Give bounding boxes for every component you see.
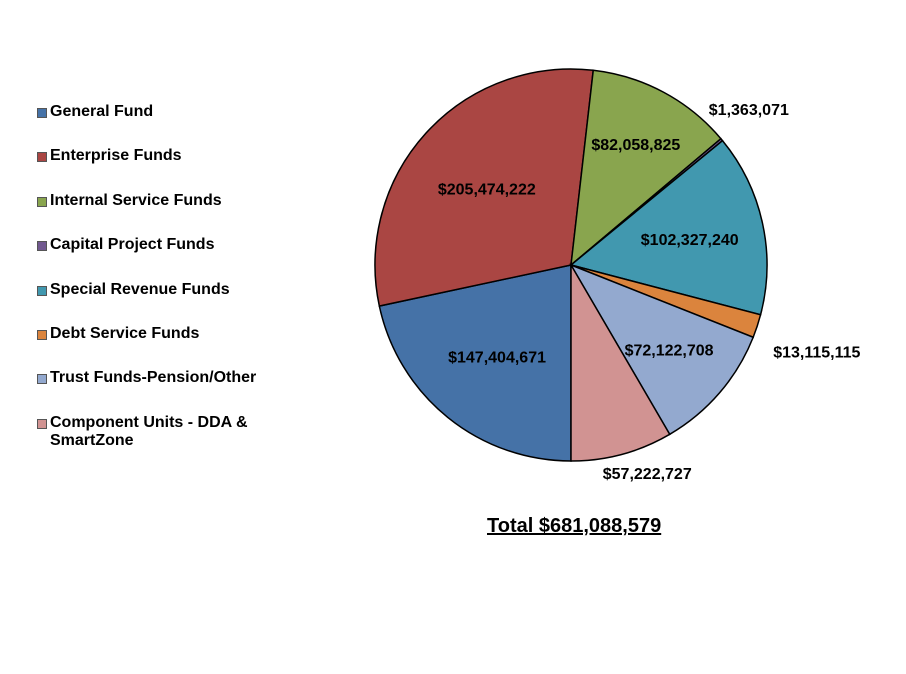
pie-slice-0: [378, 264, 572, 462]
pie-slice-6: [569, 263, 755, 436]
legend-item-enterprise-funds: Enterprise Funds: [37, 147, 297, 191]
legend-label: Component Units - DDA & SmartZone: [50, 413, 248, 449]
legend-swatch: [37, 329, 47, 340]
legend: General Fund Enterprise Funds Internal S…: [37, 103, 297, 458]
legend-label: Trust Funds-Pension/Other: [50, 369, 257, 387]
slice-value-label-7: $57,222,727: [603, 466, 692, 483]
legend-swatch: [37, 108, 47, 118]
slice-value-label-0: $147,404,671: [448, 349, 546, 366]
slice-value-label-2: $82,058,825: [591, 137, 680, 154]
legend-swatch: [37, 196, 47, 207]
legend-label: Capital Project Funds: [50, 236, 215, 254]
legend-item-capital-project-funds: Capital Project Funds: [37, 236, 297, 280]
legend-label: General Fund: [50, 103, 154, 120]
legend-swatch: [37, 374, 47, 385]
legend-swatch: [37, 418, 47, 429]
legend-item-special-revenue-funds: Special Revenue Funds: [37, 281, 297, 325]
legend-item-component-units: Component Units - DDA & SmartZone: [37, 414, 297, 458]
pie-slice-4: [569, 139, 768, 316]
pie-slice-1: [374, 68, 595, 307]
legend-swatch: [37, 285, 47, 296]
total-label: Total $681,088,579: [487, 515, 662, 537]
legend-label: Debt Service Funds: [50, 324, 200, 342]
legend-label: Enterprise Funds: [50, 147, 182, 165]
legend-swatch: [37, 241, 47, 252]
pie-slice-2: [570, 69, 722, 267]
legend-label: Internal Service Funds: [50, 191, 222, 209]
slice-value-label-6: $72,122,708: [625, 342, 714, 359]
slice-value-label-1: $205,474,222: [438, 182, 536, 199]
legend-item-general-fund: General Fund: [37, 103, 297, 147]
legend-item-trust-funds: Trust Funds-Pension/Other: [37, 369, 297, 413]
slice-value-label-5: $13,115,115: [773, 345, 860, 362]
legend-item-internal-service-funds: Internal Service Funds: [37, 192, 297, 236]
slice-value-label-4: $102,327,240: [641, 232, 739, 249]
legend-label: Special Revenue Funds: [50, 280, 230, 298]
legend-item-debt-service-funds: Debt Service Funds: [37, 325, 297, 369]
legend-swatch: [37, 152, 47, 163]
pie-slice-7: [570, 262, 671, 462]
slice-value-label-3: $1,363,071: [709, 102, 789, 119]
